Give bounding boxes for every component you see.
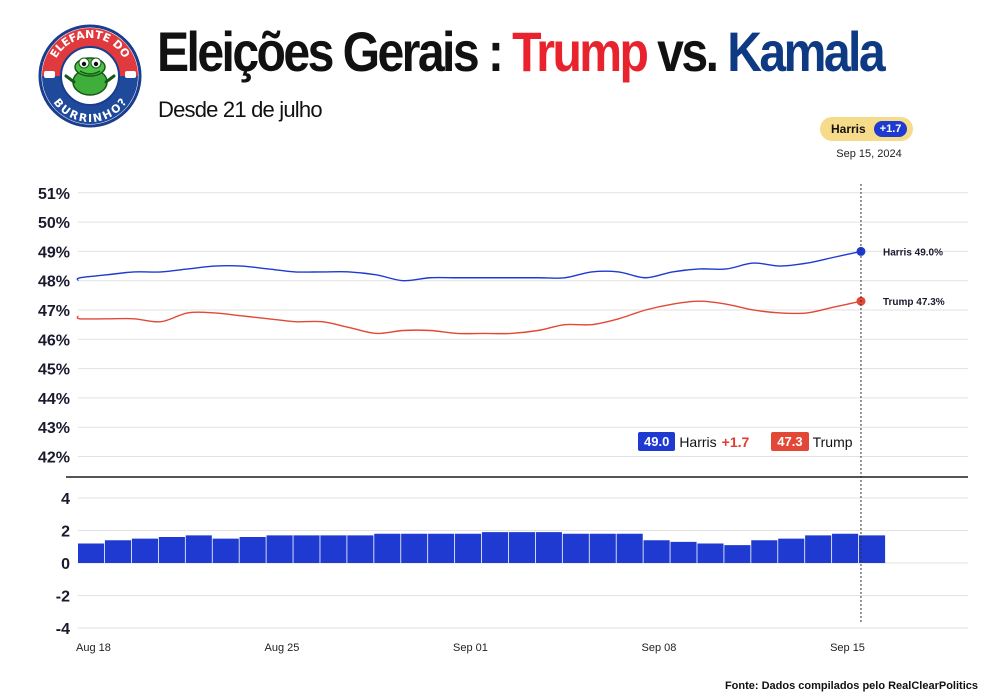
legend-spread: +1.7	[721, 433, 750, 450]
title-trump: Trump	[512, 20, 649, 83]
source-note: Fonte: Dados compilados pelo RealClearPo…	[724, 680, 978, 692]
tooltip-leader-name: Harris	[831, 122, 866, 136]
spread-bar	[78, 543, 105, 563]
y-tick-label: 46%	[38, 332, 70, 349]
spread-tick-label: 4	[61, 491, 70, 508]
y-tick-label: 50%	[38, 215, 70, 232]
spread-bar	[481, 532, 509, 563]
legend-harris-name: Harris	[679, 433, 717, 450]
spread-bar	[589, 533, 616, 563]
spread-bar	[212, 538, 239, 563]
title-vs: vs.	[646, 20, 728, 83]
harris-end-marker	[856, 246, 866, 256]
harris-line	[76, 250, 862, 282]
spread-bar	[401, 533, 428, 563]
spread-bar	[347, 535, 374, 563]
leader-tooltip-pill: Harris +1.7	[820, 117, 914, 141]
legend-trump-value: 47.3	[771, 432, 809, 451]
y-tick-label: 45%	[38, 362, 70, 379]
y-tick-label: 44%	[38, 391, 70, 408]
spread-bar	[670, 541, 697, 563]
spread-bar	[293, 535, 320, 563]
spread-bar	[428, 533, 455, 563]
spread-tick-label: -4	[56, 621, 70, 638]
trump-line	[76, 300, 862, 335]
spread-bar	[562, 533, 589, 563]
tooltip-spread-badge: +1.7	[873, 121, 908, 137]
spread-tick-label: 0	[61, 556, 70, 573]
spread-bar	[751, 540, 778, 563]
y-tick-label: 43%	[38, 420, 70, 437]
y-tick-label: 48%	[38, 274, 70, 291]
spread-bar	[455, 533, 482, 563]
spread-bar	[239, 537, 266, 563]
spread-bar	[858, 535, 886, 563]
legend-harris-value: 49.0	[638, 432, 676, 451]
elefante-do-burrinho-logo: ELEFANTE DO BURRINHO?	[38, 24, 142, 128]
spread-bar	[374, 533, 401, 563]
spread-bar	[778, 538, 805, 563]
y-tick-label: 47%	[38, 303, 70, 320]
spread-bar	[185, 535, 212, 563]
spread-bar	[832, 533, 859, 563]
y-tick-label: 42%	[38, 449, 70, 466]
trump-end-label: Trump 47.3%	[883, 297, 945, 308]
x-tick-label: Sep 15	[830, 642, 865, 654]
spread-bar	[158, 537, 185, 563]
spread-bar	[508, 532, 536, 563]
spread-bar	[535, 532, 562, 563]
x-tick-label: Aug 18	[76, 642, 111, 654]
spread-bar	[643, 540, 670, 563]
title-kamala: Kamala	[727, 20, 885, 83]
legend-trump-name: Trump	[812, 433, 853, 450]
y-tick-label: 51%	[38, 186, 70, 203]
spread-bar	[320, 535, 347, 563]
spread-bar	[104, 540, 132, 563]
spread-bar	[266, 535, 293, 563]
spread-bar	[697, 543, 724, 563]
tooltip-date: Sep 15, 2024	[836, 148, 902, 160]
spread-bar	[724, 545, 751, 563]
title-prefix: Eleições Gerais :	[157, 20, 513, 83]
spread-bar	[805, 535, 832, 563]
x-tick-label: Sep 01	[453, 642, 488, 654]
chart-subtitle: Desde 21 de julho	[158, 97, 323, 122]
spread-tick-label: -2	[56, 589, 70, 606]
chart-legend: 49.0 Harris +1.7 47.3 Trump	[638, 432, 853, 451]
harris-end-label: Harris 49.0%	[883, 247, 943, 258]
spread-bar	[616, 533, 643, 563]
spread-bar	[131, 538, 158, 563]
x-tick-label: Sep 08	[642, 642, 677, 654]
y-tick-label: 49%	[38, 244, 70, 261]
spread-tick-label: 2	[61, 524, 70, 541]
chart-title: Eleições Gerais : Trump vs. Kamala	[157, 24, 886, 80]
x-tick-label: Aug 25	[265, 642, 300, 654]
